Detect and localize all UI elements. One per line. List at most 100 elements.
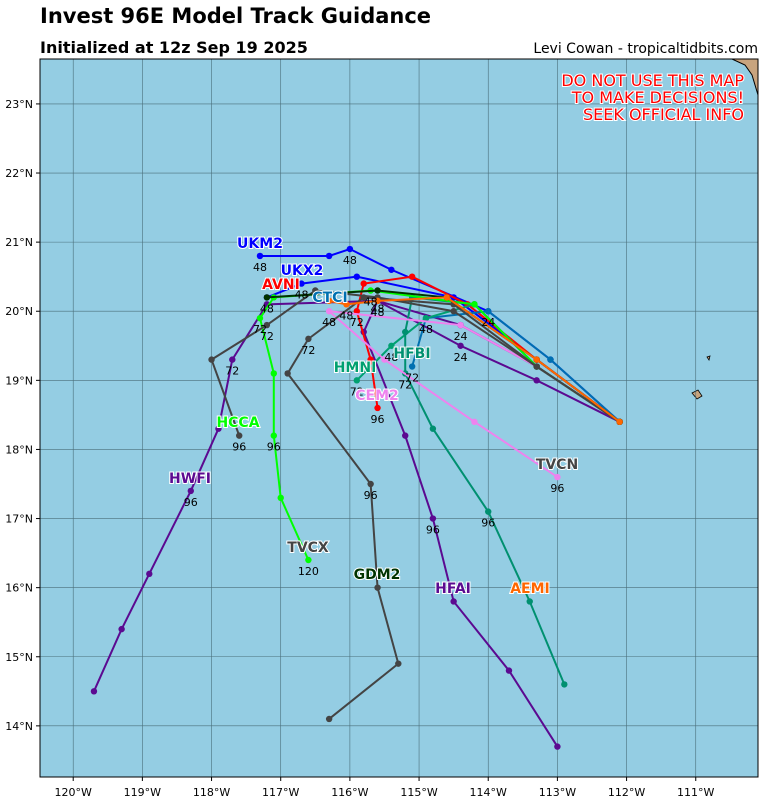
track-point	[381, 356, 388, 363]
track-point	[554, 743, 561, 750]
track-point	[429, 425, 437, 432]
model-name: CTCI	[312, 290, 347, 306]
model-name: HFAI	[435, 581, 471, 597]
island	[706, 355, 711, 361]
track-point	[263, 294, 271, 301]
y-tick-label: 22°N	[5, 167, 33, 180]
track-point	[471, 418, 478, 426]
track-point	[471, 301, 478, 308]
x-tick-label: 112°W	[608, 786, 645, 799]
track-point	[215, 425, 222, 432]
forecast-hour: 72	[260, 330, 274, 343]
forecast-hour: 72	[253, 323, 267, 336]
forecast-hour: 48	[371, 302, 385, 315]
track-line	[286, 296, 621, 720]
track-point	[229, 356, 236, 363]
forecast-hour: 96	[184, 496, 198, 509]
forecast-hour: 48	[260, 302, 274, 315]
model-name: AVNI	[262, 277, 300, 293]
track-point	[374, 404, 381, 412]
track-point	[450, 308, 457, 315]
track-point	[90, 688, 98, 695]
track-point	[422, 314, 430, 322]
track-point	[277, 494, 284, 502]
track-point	[402, 432, 409, 439]
x-tick-label: 119°W	[124, 786, 161, 799]
track-point	[325, 308, 333, 315]
track-point	[374, 297, 381, 305]
warning-line: DO NOT USE THIS MAP	[561, 71, 744, 90]
forecast-hour: 72	[350, 385, 364, 398]
forecast-hour: 48	[364, 296, 378, 309]
title: Invest 96E Model Track Guidance	[40, 4, 431, 28]
x-tick-label: 111°W	[677, 786, 714, 799]
model-name: TVCN	[536, 457, 578, 473]
track-point	[118, 625, 125, 633]
track-point	[457, 342, 464, 349]
y-tick-label: 23°N	[5, 98, 33, 111]
track-line	[258, 289, 621, 561]
track-point	[360, 294, 367, 301]
forecast-hour: 48	[253, 261, 267, 274]
track-point	[236, 432, 243, 439]
track-point	[312, 287, 319, 294]
track-point	[547, 356, 554, 363]
track-point	[270, 370, 277, 377]
credit: Levi Cowan - tropicaltidbits.com	[533, 41, 758, 57]
forecast-hour: 120	[298, 565, 319, 578]
track-point	[374, 584, 381, 591]
warning-line: SEEK OFFICIAL INFO	[583, 105, 744, 124]
track-point	[408, 363, 416, 370]
forecast-hour: 72	[405, 372, 419, 385]
track-point	[388, 342, 395, 349]
track-point	[485, 508, 492, 515]
baja-coast	[731, 59, 758, 96]
track-point	[533, 356, 540, 363]
track-point	[533, 377, 540, 384]
model-name: UKX2	[281, 263, 324, 279]
track-point	[429, 515, 437, 522]
track-point	[450, 598, 457, 605]
track-point	[208, 356, 215, 363]
tracks	[90, 245, 623, 750]
y-tick-label: 15°N	[5, 651, 33, 664]
model-name: HCCA	[216, 415, 259, 431]
forecast-hour: 48	[322, 316, 336, 329]
forecast-hour: 96	[267, 441, 281, 454]
track-point	[374, 287, 381, 294]
forecast-hour: 72	[225, 365, 239, 378]
model-name: CEM2	[355, 388, 399, 404]
y-tick-label: 19°N	[5, 374, 33, 387]
track-point	[346, 245, 354, 253]
track-point	[485, 308, 492, 315]
x-tick-label: 113°W	[539, 786, 576, 799]
track-point	[353, 308, 361, 315]
track-point	[388, 266, 395, 273]
forecast-hour: 48	[384, 351, 398, 364]
forecast-hour: 96	[426, 524, 440, 537]
labels: 2472964896484848729624487248727296244896…	[168, 235, 579, 598]
forecast-hour: 48	[294, 289, 308, 302]
track-point	[395, 660, 402, 667]
grid: 120°W 119°W 118°W 117°W 116°W 115°W 114°W 113°W…	[5, 59, 758, 799]
x-tick-label: 120°W	[55, 786, 92, 799]
track-point	[554, 473, 561, 481]
track-point	[146, 570, 153, 578]
forecast-hour: 96	[550, 482, 564, 495]
track-point	[325, 297, 333, 305]
track-point	[367, 356, 374, 363]
model-name: HMNI	[334, 360, 377, 376]
x-tick-label: 114°W	[470, 786, 507, 799]
model-name: TVCX	[287, 540, 329, 556]
x-tick-label: 115°W	[400, 786, 437, 799]
track-point	[305, 556, 312, 564]
track-point	[457, 321, 464, 329]
track-point	[533, 363, 540, 370]
track-point	[343, 301, 350, 308]
track-point	[360, 280, 367, 287]
track-point	[325, 252, 333, 260]
model-name: AEMI	[510, 581, 550, 597]
track-point	[561, 681, 568, 688]
forecast-hour: 72	[398, 378, 412, 391]
